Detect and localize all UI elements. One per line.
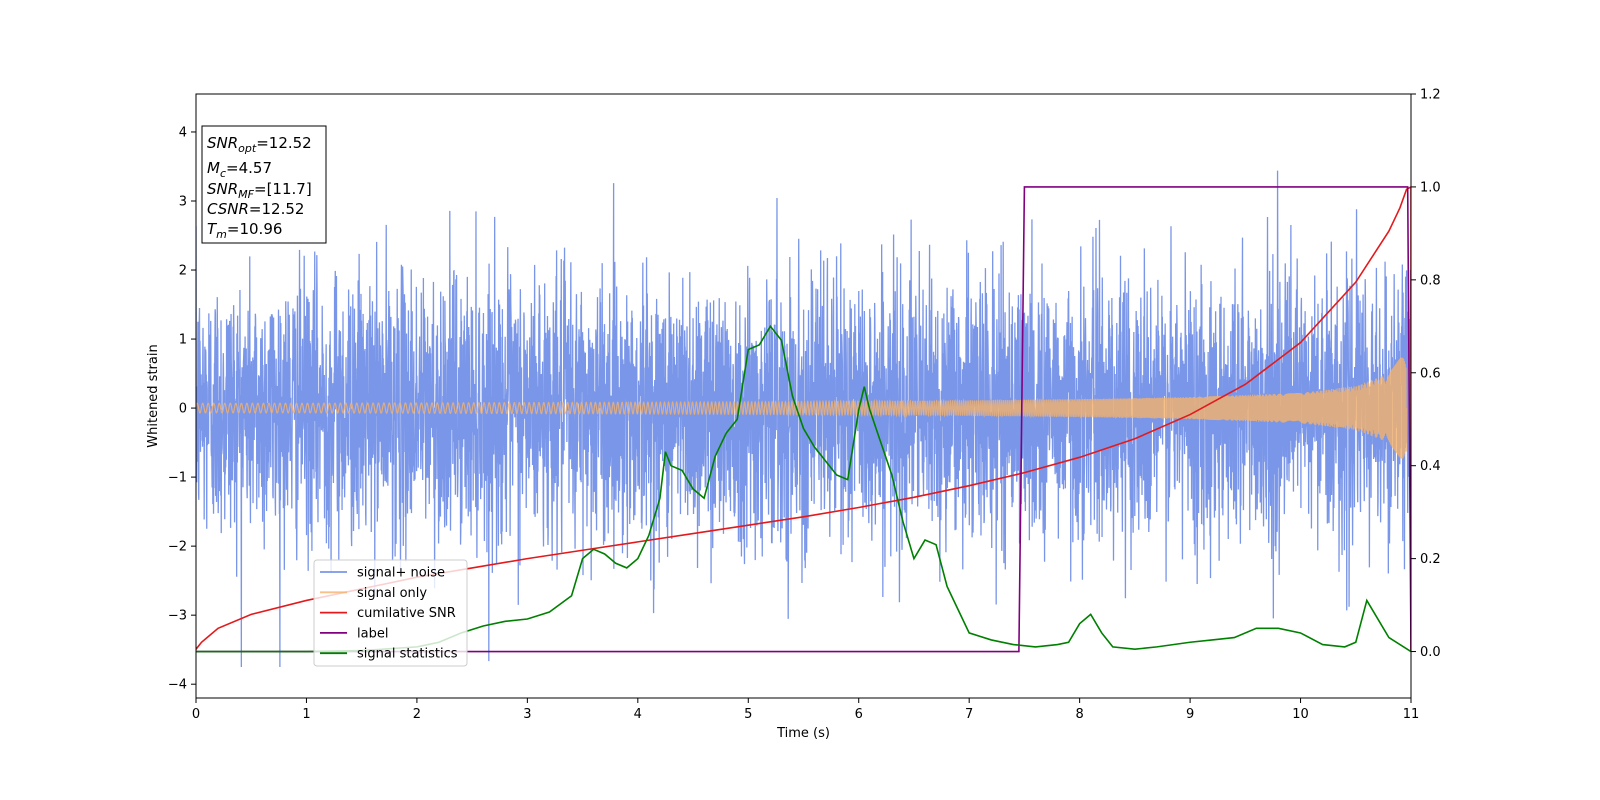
annotation-line: Tm=10.96 (207, 220, 282, 241)
annotation-line: SNRMF=[11.7] (207, 180, 312, 201)
y-right-tick-label: 0.6 (1420, 366, 1441, 381)
x-tick-label: 3 (523, 707, 531, 722)
x-tick-label: 1 (302, 707, 310, 722)
axes: 0 1 2 3 4 5 6 7 8 9 10 11 −4 −3 −2 −1 0 1 2 3 4 0.0 0.2 0.4 0.6 0… (168, 88, 1441, 723)
y-left-tick-label: 4 (179, 125, 187, 140)
signal-only-series (196, 357, 1408, 459)
y-left-tick-label: −1 (168, 471, 187, 486)
x-tick-label: 4 (634, 707, 642, 722)
plot-frame (195, 93, 1412, 699)
x-tick-label: 9 (1186, 707, 1194, 722)
y-left-tick-label: 1 (179, 333, 187, 348)
annotation-line: Mc=4.57 (207, 159, 272, 180)
annotation-box: SNRopt=12.52 Mc=4.57SNRMF=[11.7]CSNR=12.5… (201, 125, 327, 244)
x-tick-label: 8 (1075, 707, 1083, 722)
y-right-tick-label: 0.2 (1420, 552, 1441, 567)
legend-frame (313, 559, 468, 667)
y-right-tick-label: 0.0 (1420, 645, 1441, 660)
signal-statistics-line (196, 324, 1411, 653)
x-tick-label: 7 (965, 707, 973, 722)
legend-entry: signal statistics (357, 647, 458, 662)
y-left-tick-label: 3 (179, 194, 187, 209)
x-tick-label: 2 (413, 707, 421, 722)
y-left-tick-label: 0 (179, 402, 187, 417)
annotation-line: SNRopt=12.52 (207, 134, 312, 155)
x-tick-label: 5 (744, 707, 752, 722)
legend: signal+ noise signal only cumilative SNR la… (313, 559, 468, 667)
legend-entry: cumilative SNR (357, 606, 456, 621)
legend-entry: signal only (357, 586, 427, 601)
y-left-tick-label: −4 (168, 678, 187, 693)
y-left-tick-label: −3 (168, 609, 187, 624)
y-right-tick-label: 1.2 (1420, 88, 1441, 103)
y-axis-label: Whitened strain (146, 344, 161, 447)
x-tick-label: 10 (1292, 707, 1309, 722)
legend-entry: label (357, 626, 388, 641)
annotation-frame (201, 125, 327, 244)
y-right-tick-label: 0.4 (1420, 459, 1441, 474)
signal-noise-series (196, 170, 1411, 667)
legend-entry: signal+ noise (357, 566, 445, 581)
signal-noise-line (196, 170, 1411, 667)
y-right-tick-label: 1.0 (1420, 180, 1441, 195)
x-tick-label: 0 (192, 707, 200, 722)
signal-only-line (196, 357, 1408, 459)
x-tick-label: 6 (855, 707, 863, 722)
x-tick-label: 11 (1403, 707, 1420, 722)
y-left-tick-label: 2 (179, 264, 187, 279)
y-left-tick-label: −2 (168, 540, 187, 555)
annotation-line: CSNR=12.52 (207, 200, 304, 218)
label-line (196, 186, 1411, 653)
x-axis-label: Time (s) (776, 726, 830, 741)
y-right-tick-label: 0.8 (1420, 273, 1441, 288)
